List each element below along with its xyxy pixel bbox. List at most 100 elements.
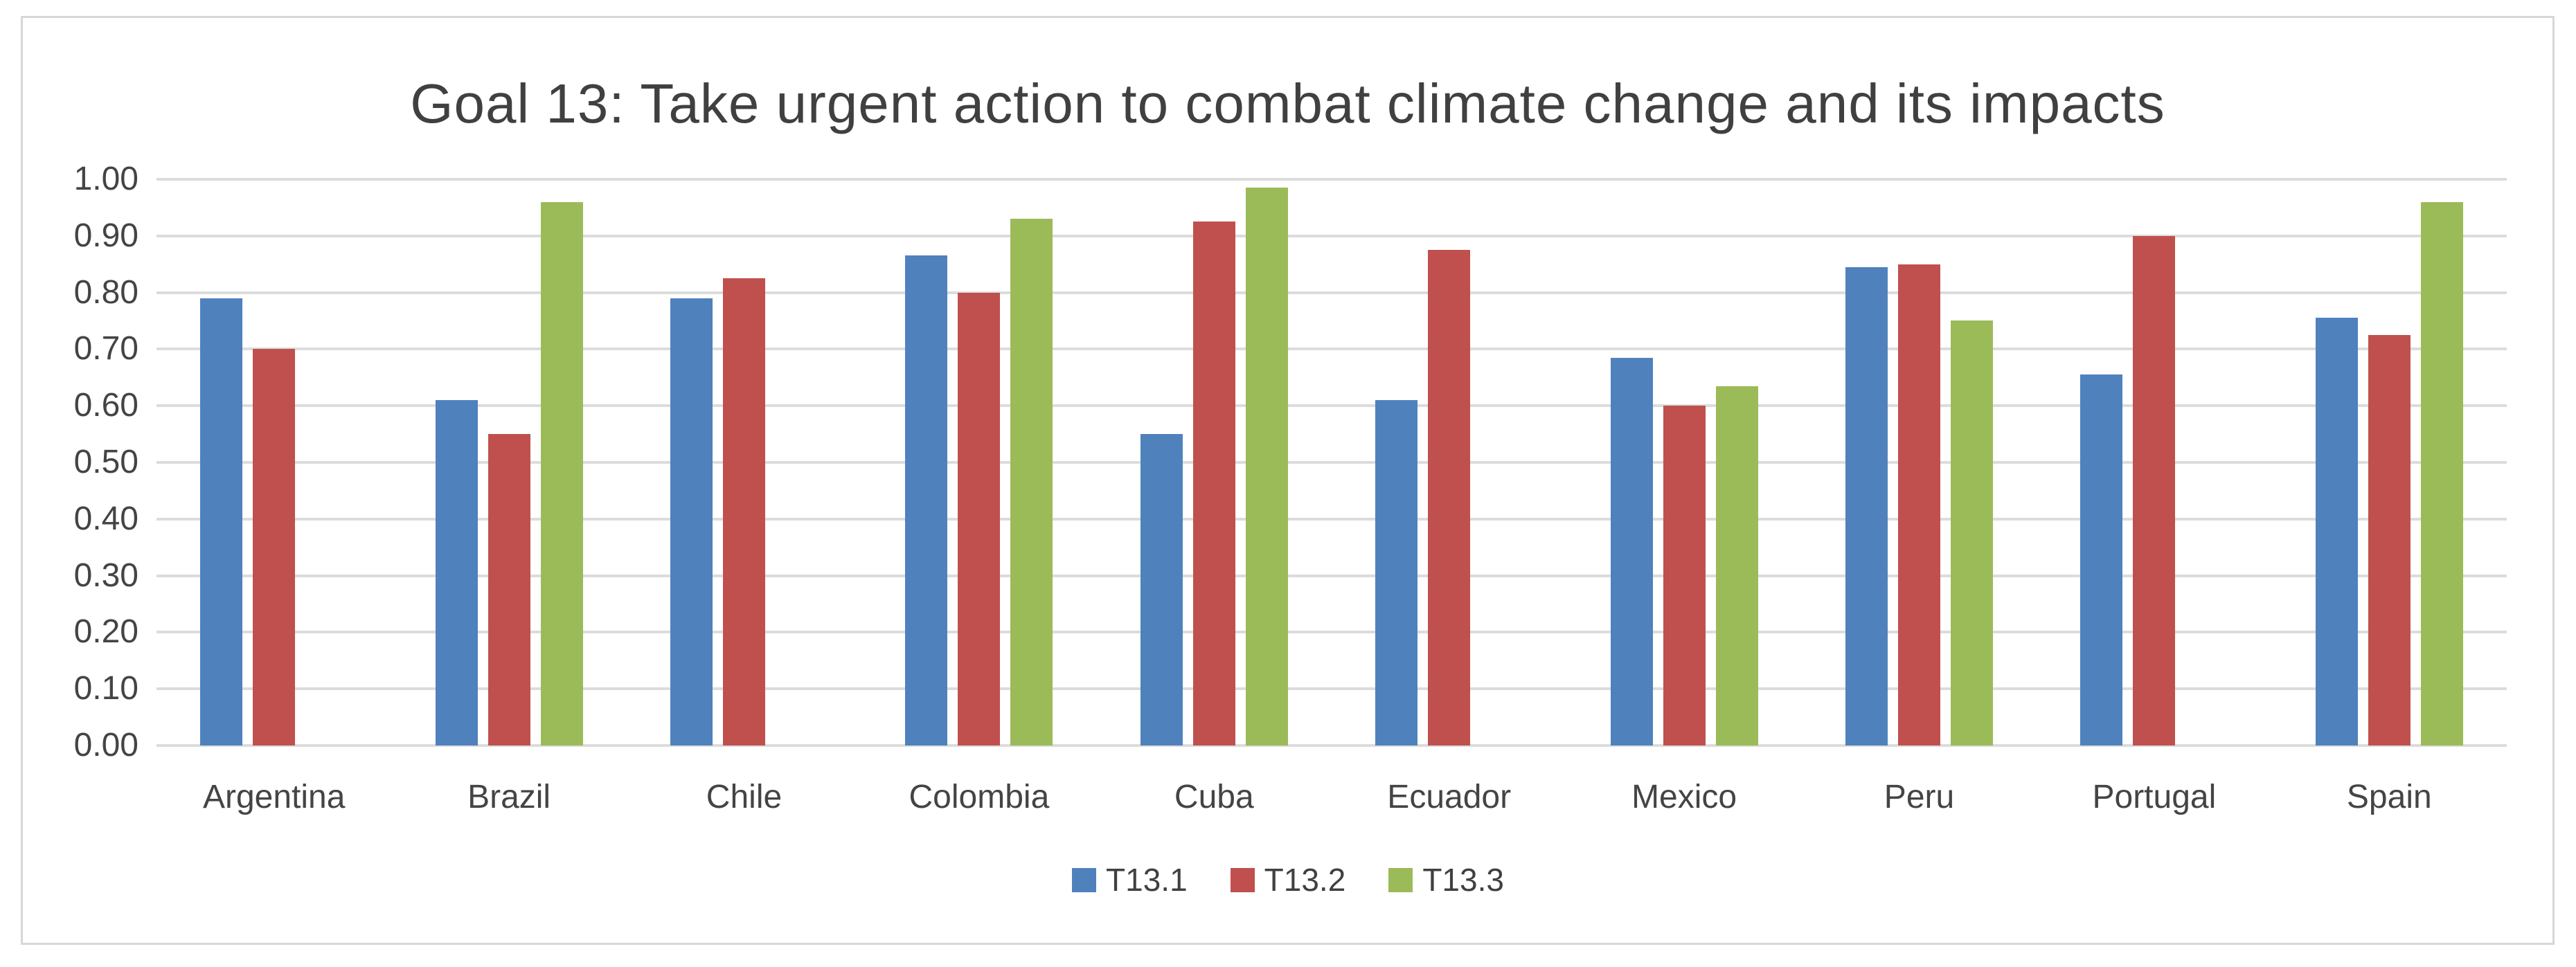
bar-T13.1-colombia xyxy=(905,255,948,745)
bar-slot xyxy=(1245,179,1288,745)
legend-swatch-icon xyxy=(1388,867,1413,892)
bar-group-peru xyxy=(1802,179,2037,745)
bar-slot xyxy=(1715,179,1758,745)
bar-T13.2-cuba xyxy=(1192,222,1235,745)
bar-T13.3-peru xyxy=(1950,320,1993,745)
gridline xyxy=(156,517,2507,521)
legend-label: T13.2 xyxy=(1264,862,1346,898)
gridline xyxy=(156,234,2507,237)
bar-T13.2-argentina xyxy=(253,349,296,745)
gridline xyxy=(156,178,2507,181)
bar-slot xyxy=(2368,179,2410,745)
y-axis-tick-label: 0.40 xyxy=(73,500,138,537)
x-axis-category-label: Cuba xyxy=(1174,779,1254,815)
bar-group-brazil xyxy=(391,179,626,745)
bar-slot xyxy=(1897,179,1940,745)
bar-group-colombia xyxy=(861,179,1096,745)
bar-slot xyxy=(253,179,296,745)
x-axis-category-label: Peru xyxy=(1884,779,1955,815)
bar-slot xyxy=(1610,179,1653,745)
bar-slot xyxy=(2133,179,2176,745)
x-axis-category-label: Mexico xyxy=(1631,779,1737,815)
y-axis-tick-label: 0.50 xyxy=(73,444,138,480)
legend-swatch-icon xyxy=(1230,867,1255,892)
bar-slot xyxy=(488,179,530,745)
gridline xyxy=(156,744,2507,747)
bar-T13.2-portugal xyxy=(2133,236,2176,745)
bar-T13.2-peru xyxy=(1897,264,1940,745)
y-axis-tick-label: 0.60 xyxy=(73,387,138,424)
bar-slot xyxy=(958,179,1001,745)
bar-group-cuba xyxy=(1097,179,1332,745)
bar-T13.3-colombia xyxy=(1010,219,1053,745)
bar-group-spain xyxy=(2272,179,2507,745)
bar-slot xyxy=(2185,179,2228,745)
bar-slot xyxy=(670,179,713,745)
bar-T13.3-spain xyxy=(2420,202,2463,745)
gridline xyxy=(156,347,2507,351)
bar-T13.1-argentina xyxy=(200,298,243,745)
bar-T13.2-mexico xyxy=(1663,406,1706,745)
bar-T13.1-mexico xyxy=(1610,358,1653,745)
gridline xyxy=(156,574,2507,577)
bar-T13.1-cuba xyxy=(1140,434,1183,745)
bar-slot xyxy=(905,179,948,745)
legend-label: T13.3 xyxy=(1422,862,1504,898)
y-axis-tick-label: 0.20 xyxy=(73,613,138,651)
bar-T13.2-brazil xyxy=(488,434,530,745)
legend-item-T13.2: T13.2 xyxy=(1230,862,1346,898)
bar-slot xyxy=(776,179,818,745)
gridline xyxy=(156,404,2507,408)
gridline xyxy=(156,291,2507,294)
bar-slot xyxy=(1375,179,1418,745)
bar-slot xyxy=(200,179,243,745)
bar-T13.1-brazil xyxy=(435,400,478,745)
legend-item-T13.3: T13.3 xyxy=(1388,864,1504,896)
bar-T13.2-chile xyxy=(722,278,765,745)
bar-slot xyxy=(1010,179,1053,745)
x-axis-category-label: Brazil xyxy=(467,779,551,815)
y-axis-tick-label: 0.70 xyxy=(73,330,138,368)
gridline xyxy=(156,461,2507,464)
y-axis-tick-label: 0.80 xyxy=(73,273,138,311)
bar-T13.1-peru xyxy=(1845,267,1888,745)
x-axis-category-label: Colombia xyxy=(909,779,1050,815)
bar-T13.1-ecuador xyxy=(1375,400,1418,745)
y-axis-tick-label: 0.90 xyxy=(73,217,138,254)
x-axis-category-label: Chile xyxy=(706,779,782,815)
x-axis-category-label: Argentina xyxy=(202,779,346,815)
bar-slot xyxy=(722,179,765,745)
y-axis-tick-label: 0.00 xyxy=(73,727,138,763)
gridline xyxy=(156,631,2507,634)
bar-slot xyxy=(1663,179,1706,745)
bar-T13.1-spain xyxy=(2315,318,2358,745)
chart-title: Goal 13: Take urgent action to combat cl… xyxy=(410,73,2165,134)
plot-area xyxy=(156,178,2507,747)
legend-item-T13.1: T13.1 xyxy=(1072,864,1188,896)
legend: T13.1 T13.2 T13.3 xyxy=(0,864,2576,896)
bar-T13.2-spain xyxy=(2368,335,2410,745)
legend-label: T13.1 xyxy=(1106,862,1188,898)
bar-slot xyxy=(1950,179,1993,745)
bar-group-mexico xyxy=(1566,179,1801,745)
y-axis-tick-label: 0.30 xyxy=(73,557,138,594)
bar-T13.2-colombia xyxy=(958,293,1001,745)
bar-slot xyxy=(1140,179,1183,745)
y-axis-tick-label: 0.10 xyxy=(73,670,138,707)
bar-group-portugal xyxy=(2037,179,2271,745)
gridline xyxy=(156,687,2507,691)
y-axis-tick-label: 1.00 xyxy=(73,161,138,197)
legend-swatch-icon xyxy=(1072,867,1097,892)
bar-T13.1-chile xyxy=(670,298,713,745)
bar-group-chile xyxy=(627,179,861,745)
bar-slot xyxy=(1845,179,1888,745)
bar-slot xyxy=(305,179,348,745)
bar-T13.3-brazil xyxy=(540,202,583,745)
x-axis-category-label: Ecuador xyxy=(1387,779,1512,815)
bar-T13.2-ecuador xyxy=(1428,250,1471,745)
bar-slot xyxy=(1428,179,1471,745)
bar-slot xyxy=(540,179,583,745)
x-axis-category-label: Portugal xyxy=(2092,779,2217,815)
bar-T13.3-cuba xyxy=(1245,188,1288,745)
